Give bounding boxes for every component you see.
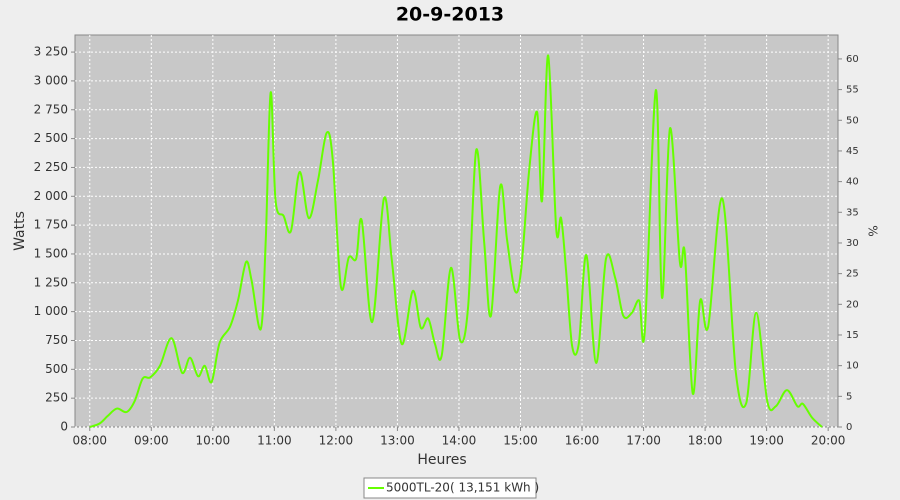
y2-tick-label: 45 <box>846 146 859 157</box>
x-tick-label: 10:00 <box>196 434 231 448</box>
chart-title: 20-9-2013 <box>396 4 504 26</box>
x-tick-label: 16:00 <box>565 434 600 448</box>
plot-area <box>74 34 839 428</box>
y2-tick-label: 40 <box>846 177 859 188</box>
legend <box>363 477 537 499</box>
y2-tick-label: 30 <box>846 238 859 249</box>
y-tick-label: 3 000 <box>34 73 68 87</box>
y-tick-label: 750 <box>45 333 68 347</box>
series-line <box>89 54 823 428</box>
y-tick-label: 1 500 <box>34 246 68 260</box>
x-tick-label: 20:00 <box>811 434 846 448</box>
x-tick-label: 19:00 <box>749 434 784 448</box>
y-tick-label: 2 750 <box>34 102 68 116</box>
legend-label: 5000TL-20( 13,151 kWh ) <box>386 481 539 495</box>
y2-tick-label: 10 <box>846 361 859 372</box>
x-tick-label: 08:00 <box>72 434 107 448</box>
y-tick-label: 2 500 <box>34 131 68 145</box>
x-tick-label: 14:00 <box>442 434 477 448</box>
y2-tick-label: 15 <box>846 330 859 341</box>
x-tick-label: 12:00 <box>319 434 354 448</box>
x-tick-label: 18:00 <box>688 434 723 448</box>
x-tick-label: 17:00 <box>626 434 661 448</box>
y2-tick-label: 50 <box>846 115 859 126</box>
y-axis-title: Watts <box>12 211 28 251</box>
x-tick-label: 11:00 <box>257 434 292 448</box>
y-tick-label: 1 000 <box>34 304 68 318</box>
x-tick-label: 15:00 <box>503 434 538 448</box>
y2-tick-label: 0 <box>846 422 852 433</box>
x-tick-label: 09:00 <box>134 434 169 448</box>
y2-tick-label: 25 <box>846 269 859 280</box>
y-tick-label: 500 <box>45 362 68 376</box>
y2-axis-title: % <box>866 225 880 236</box>
x-axis-title: Heures <box>417 452 466 468</box>
y2-tick-label: 35 <box>846 207 859 218</box>
y-tick-label: 2 000 <box>34 189 68 203</box>
y-tick-label: 1 750 <box>34 218 68 232</box>
y-tick-label: 0 <box>60 420 68 434</box>
x-tick-label: 13:00 <box>380 434 415 448</box>
y2-tick-label: 5 <box>846 391 852 402</box>
y-tick-label: 2 250 <box>34 160 68 174</box>
y2-tick-label: 20 <box>846 299 859 310</box>
y-tick-label: 1 250 <box>34 275 68 289</box>
y2-tick-label: 60 <box>846 54 859 65</box>
y2-tick-label: 55 <box>846 85 859 96</box>
y-tick-label: 3 250 <box>34 45 68 59</box>
y-tick-label: 250 <box>45 391 68 405</box>
